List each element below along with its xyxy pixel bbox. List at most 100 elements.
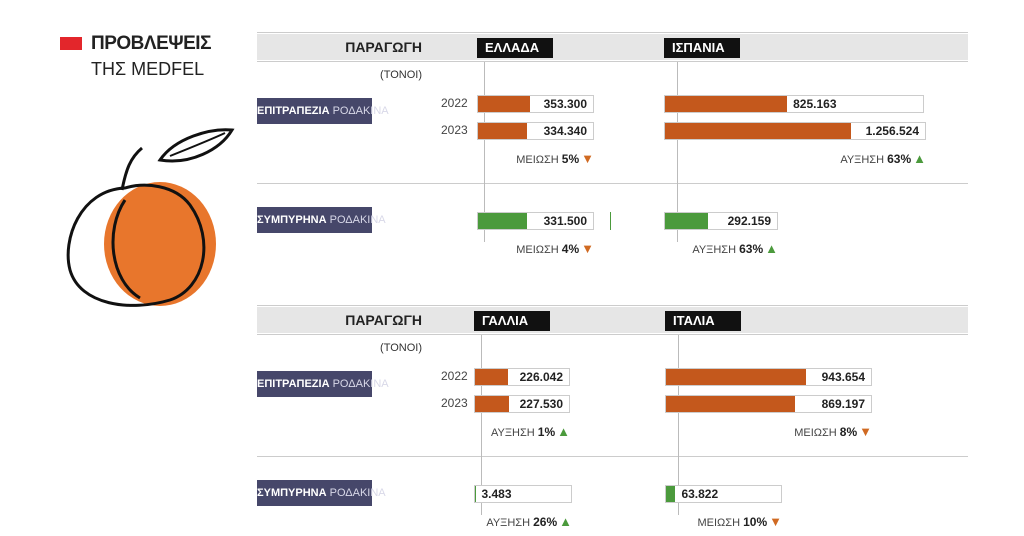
- category-compact-peaches: ΣΥΜΠΥΡΗΝΑ ΡΟΔΑΚΙΝΑ: [257, 480, 386, 506]
- category-light: ΡΟΔΑΚΙΝΑ: [329, 214, 386, 226]
- change-indicator: ΜΕΙΩΣΗ 4% ▼: [444, 241, 594, 256]
- bar-2023: 334.340: [477, 122, 594, 140]
- bar-value: 226.042: [519, 370, 563, 384]
- bar-fill: [475, 486, 476, 502]
- section-separator: [257, 456, 968, 457]
- logo-mark: [60, 37, 82, 50]
- logo-subtitle: ΤΗΣ MEDFEL: [91, 59, 205, 79]
- change-percent: 5%: [561, 152, 580, 166]
- bar-2022: 943.654: [665, 368, 872, 386]
- bar-2023: 1.256.524: [664, 122, 926, 140]
- bar-2022: 353.300: [477, 95, 594, 113]
- country-tag: ΙΣΠΑΝΙΑ: [664, 38, 740, 58]
- header-divider: [257, 334, 968, 335]
- panel-top-line: [257, 32, 968, 33]
- bar-value: 869.197: [821, 397, 865, 411]
- category-bold: ΕΠΙΤΡΑΠΕΖΙΑ: [257, 378, 330, 390]
- change-indicator: ΑΥΞΗΣΗ 26% ▲: [422, 514, 572, 529]
- category-fresh-peaches: ΕΠΙΤΡΑΠΕΖΙΑ ΡΟΔΑΚΙΝΑ: [257, 371, 389, 397]
- bar-fill: [478, 123, 528, 139]
- divider-mark: [610, 212, 611, 230]
- country-tag: ΓΑΛΛΙΑ: [474, 311, 550, 331]
- bar-value: 825.163: [793, 97, 837, 111]
- bar-fill: [665, 96, 788, 112]
- guide-line: [481, 335, 482, 515]
- change-word: ΜΕΙΩΣΗ: [516, 244, 559, 256]
- header-divider: [257, 61, 968, 62]
- bar-2023: 869.197: [665, 395, 872, 413]
- bar-2023: 227.530: [474, 395, 570, 413]
- panel-top-line: [257, 305, 968, 306]
- change-word: ΜΕΙΩΣΗ: [794, 427, 837, 439]
- panel-header-band: [257, 34, 968, 60]
- year-label: 2022: [441, 96, 468, 110]
- arrow-down-icon: ▼: [859, 424, 872, 439]
- arrow-down-icon: ▼: [581, 241, 594, 256]
- change-percent: 26%: [533, 515, 558, 529]
- bar-value: 292.159: [727, 214, 771, 228]
- bar-value: 943.654: [821, 370, 865, 384]
- bar-compact: 331.500: [477, 212, 594, 230]
- category-light: ΡΟΔΑΚΙΝΑ: [332, 378, 389, 390]
- logo-title: ΠΡΟΒΛΕΨΕΙΣ: [91, 33, 211, 54]
- bar-fill: [478, 96, 531, 112]
- production-header: ΠΑΡΑΓΩΓΗ: [345, 312, 422, 328]
- arrow-up-icon: ▲: [765, 241, 778, 256]
- change-percent: 63%: [887, 152, 912, 166]
- bar-2022: 226.042: [474, 368, 570, 386]
- change-indicator: ΜΕΙΩΣΗ 5% ▼: [444, 151, 594, 166]
- bar-value: 3.483: [481, 487, 512, 501]
- guide-line: [484, 62, 485, 242]
- country-tag: ΕΛΛΑΔΑ: [477, 38, 553, 58]
- bar-value: 331.500: [543, 214, 587, 228]
- arrow-up-icon: ▲: [559, 514, 572, 529]
- year-label: 2023: [441, 123, 468, 137]
- change-word: ΑΥΞΗΣΗ: [840, 154, 885, 166]
- year-label: 2022: [441, 369, 468, 383]
- bar-fill: [478, 213, 528, 229]
- bar-fill: [665, 123, 851, 139]
- change-indicator: ΑΥΞΗΣΗ 63% ▲: [628, 241, 778, 256]
- bar-fill: [475, 369, 509, 385]
- bar-compact: 292.159: [664, 212, 778, 230]
- bar-value: 63.822: [681, 487, 719, 501]
- bar-2022: 825.163: [664, 95, 924, 113]
- country-tag: ΙΤΑΛΙΑ: [665, 311, 741, 331]
- bar-fill: [666, 369, 806, 385]
- bar-compact: 3.483: [474, 485, 572, 503]
- arrow-down-icon: ▼: [769, 514, 782, 529]
- category-bold: ΣΥΜΠΥΡΗΝΑ: [257, 214, 327, 226]
- bar-compact: 63.822: [665, 485, 782, 503]
- category-light: ΡΟΔΑΚΙΝΑ: [329, 487, 386, 499]
- bar-fill: [665, 213, 709, 229]
- change-indicator: ΑΥΞΗΣΗ 1% ▲: [420, 424, 570, 439]
- category-light: ΡΟΔΑΚΙΝΑ: [332, 105, 389, 117]
- peach-illustration: [66, 128, 235, 307]
- bar-fill: [666, 396, 795, 412]
- change-percent: 1%: [537, 425, 556, 439]
- change-word: ΑΥΞΗΣΗ: [692, 244, 737, 256]
- change-word: ΜΕΙΩΣΗ: [516, 154, 559, 166]
- guide-line: [678, 335, 679, 515]
- panel-header-band: [257, 307, 968, 333]
- category-bold: ΣΥΜΠΥΡΗΝΑ: [257, 487, 327, 499]
- category-bold: ΕΠΙΤΡΑΠΕΖΙΑ: [257, 105, 330, 117]
- change-indicator: ΜΕΙΩΣΗ 8% ▼: [722, 424, 872, 439]
- category-compact-peaches: ΣΥΜΠΥΡΗΝΑ ΡΟΔΑΚΙΝΑ: [257, 207, 386, 233]
- change-word: ΑΥΞΗΣΗ: [486, 517, 531, 529]
- change-word: ΜΕΙΩΣΗ: [697, 517, 741, 529]
- section-separator: [257, 183, 968, 184]
- bar-value: 227.530: [519, 397, 563, 411]
- bar-fill: [475, 396, 509, 412]
- change-percent: 10%: [743, 515, 768, 529]
- unit-label: (ΤΟΝΟΙ): [380, 342, 422, 354]
- year-label: 2023: [441, 396, 468, 410]
- change-indicator: ΜΕΙΩΣΗ 10% ▼: [632, 514, 783, 529]
- change-percent: 63%: [739, 242, 764, 256]
- arrow-up-icon: ▲: [557, 424, 570, 439]
- bar-value: 334.340: [543, 124, 587, 138]
- arrow-up-icon: ▲: [913, 151, 926, 166]
- change-word: ΑΥΞΗΣΗ: [491, 427, 535, 439]
- change-indicator: ΑΥΞΗΣΗ 63% ▲: [776, 151, 926, 166]
- change-percent: 8%: [839, 425, 858, 439]
